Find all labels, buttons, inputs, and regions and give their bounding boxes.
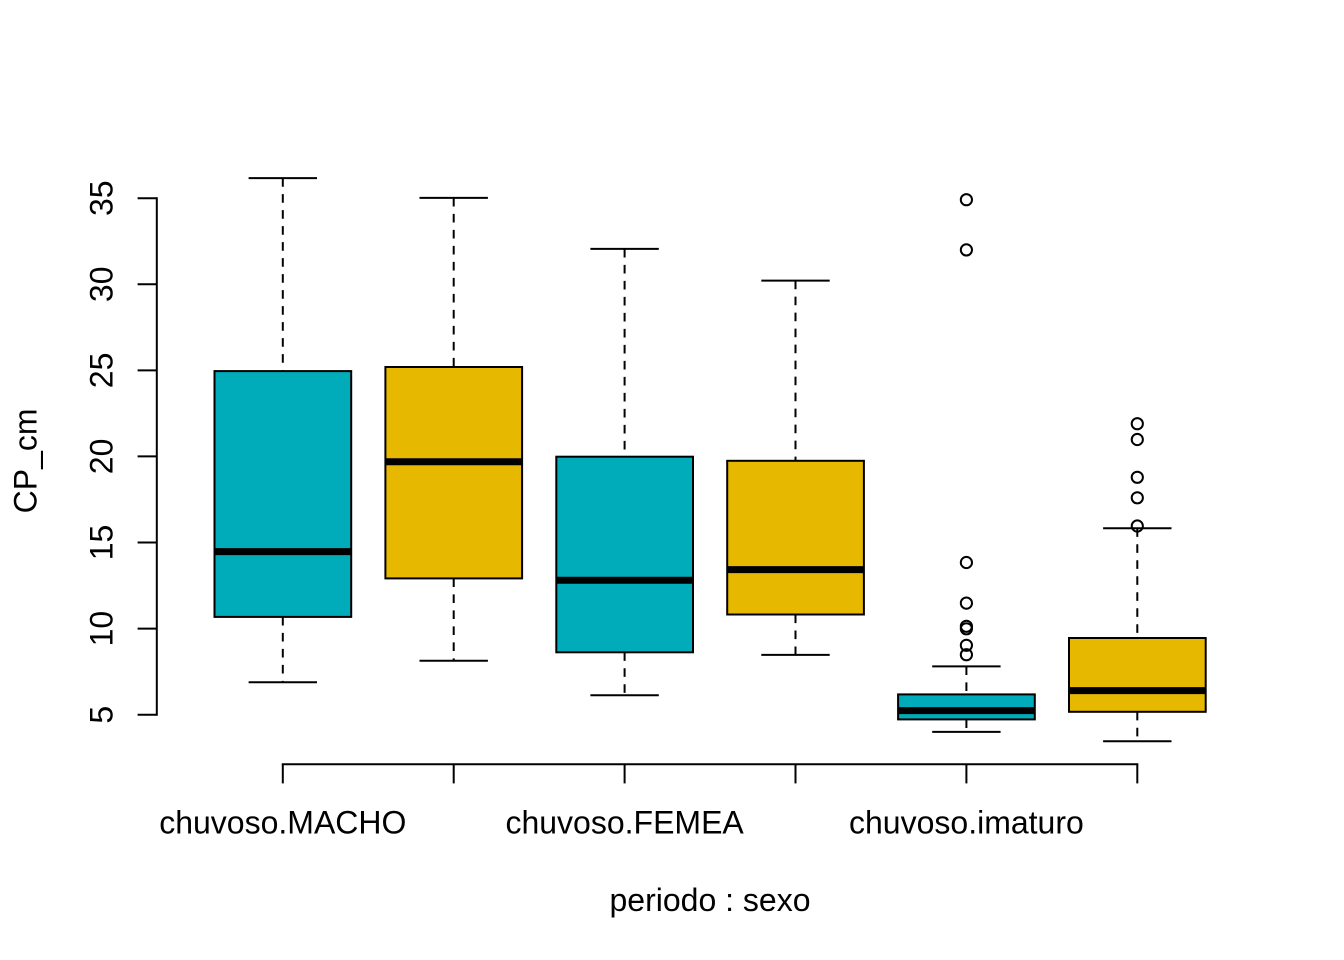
svg-text:35: 35 xyxy=(84,180,120,216)
svg-text:periodo : sexo: periodo : sexo xyxy=(609,882,810,918)
svg-text:15: 15 xyxy=(84,525,120,561)
svg-text:CP_cm: CP_cm xyxy=(8,408,44,513)
svg-text:30: 30 xyxy=(84,267,120,303)
svg-text:chuvoso.MACHO: chuvoso.MACHO xyxy=(159,805,406,841)
svg-text:25: 25 xyxy=(84,353,120,389)
svg-text:5: 5 xyxy=(84,706,120,724)
svg-text:10: 10 xyxy=(84,611,120,647)
svg-text:chuvoso.imaturo: chuvoso.imaturo xyxy=(849,805,1084,841)
svg-text:chuvoso.FEMEA: chuvoso.FEMEA xyxy=(505,805,744,841)
svg-text:20: 20 xyxy=(84,439,120,475)
